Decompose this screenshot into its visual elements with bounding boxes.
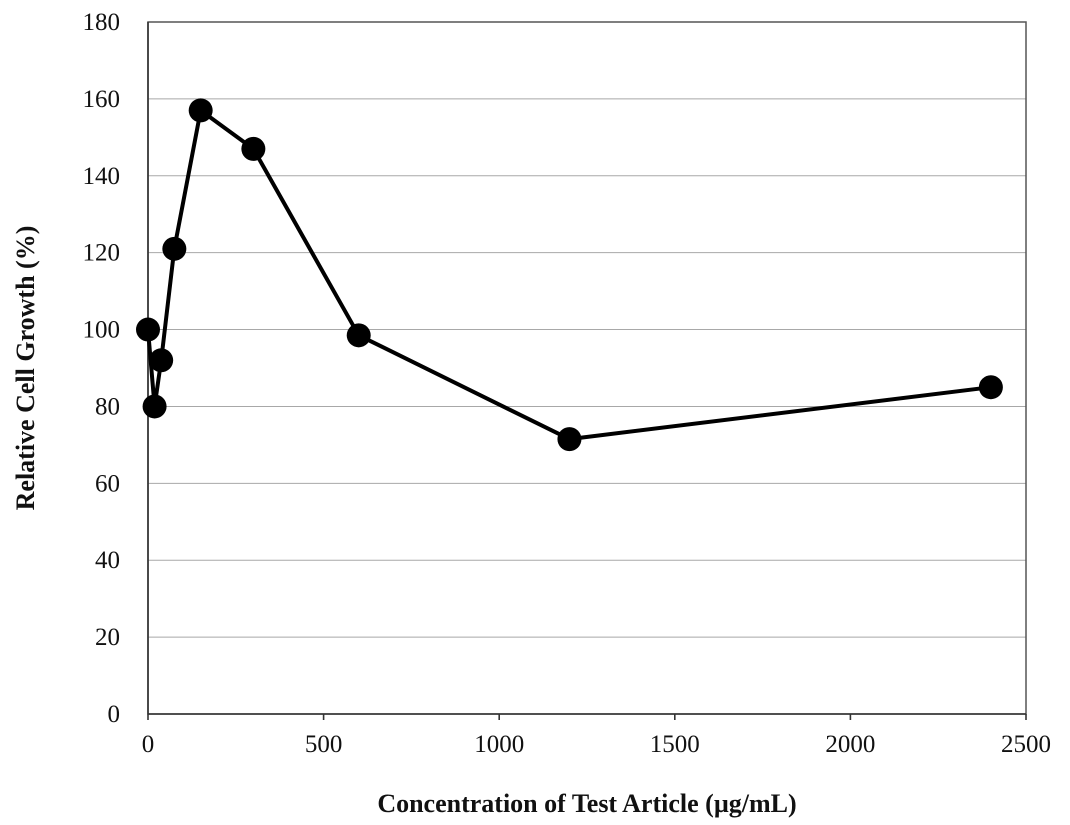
series-line bbox=[146, 108, 993, 442]
plot-area-frame bbox=[147, 21, 1027, 715]
y-tick-label: 180 bbox=[83, 9, 121, 36]
data-point bbox=[142, 394, 167, 419]
y-tick-label: 40 bbox=[95, 547, 120, 574]
x-axis-title: Concentration of Test Article (µg/mL) bbox=[377, 789, 796, 818]
data-point bbox=[188, 98, 213, 123]
x-tick-label: 1000 bbox=[474, 731, 524, 758]
data-point bbox=[136, 317, 160, 342]
data-point bbox=[346, 323, 371, 348]
x-tick-label: 500 bbox=[305, 731, 343, 758]
y-tick-label: 80 bbox=[95, 393, 120, 420]
data-point bbox=[978, 375, 1003, 400]
x-tick-label: 2000 bbox=[825, 731, 875, 758]
data-point bbox=[557, 427, 582, 452]
gridlines bbox=[148, 98, 1026, 638]
data-series bbox=[136, 98, 1003, 452]
y-axis-title: Relative Cell Growth (%) bbox=[11, 226, 40, 511]
y-tick-label: 140 bbox=[83, 163, 121, 190]
x-tick-label: 0 bbox=[142, 731, 155, 758]
y-tick-label: 20 bbox=[95, 624, 120, 651]
data-point bbox=[162, 236, 187, 261]
y-tick-label: 100 bbox=[83, 317, 121, 344]
data-point bbox=[149, 348, 174, 373]
x-axis-tick-labels: 0 500 1000 1500 2000 2500 bbox=[142, 714, 1051, 758]
x-tick-label: 2500 bbox=[1001, 731, 1051, 758]
y-axis-tick-labels: 0 20 40 60 80 100 120 140 160 180 bbox=[83, 9, 121, 728]
y-tick-label: 0 bbox=[108, 701, 121, 728]
data-point bbox=[241, 136, 266, 161]
y-tick-label: 60 bbox=[95, 470, 120, 497]
y-tick-label: 120 bbox=[83, 240, 121, 267]
y-tick-label: 160 bbox=[83, 86, 121, 113]
x-tick-label: 1500 bbox=[650, 731, 700, 758]
